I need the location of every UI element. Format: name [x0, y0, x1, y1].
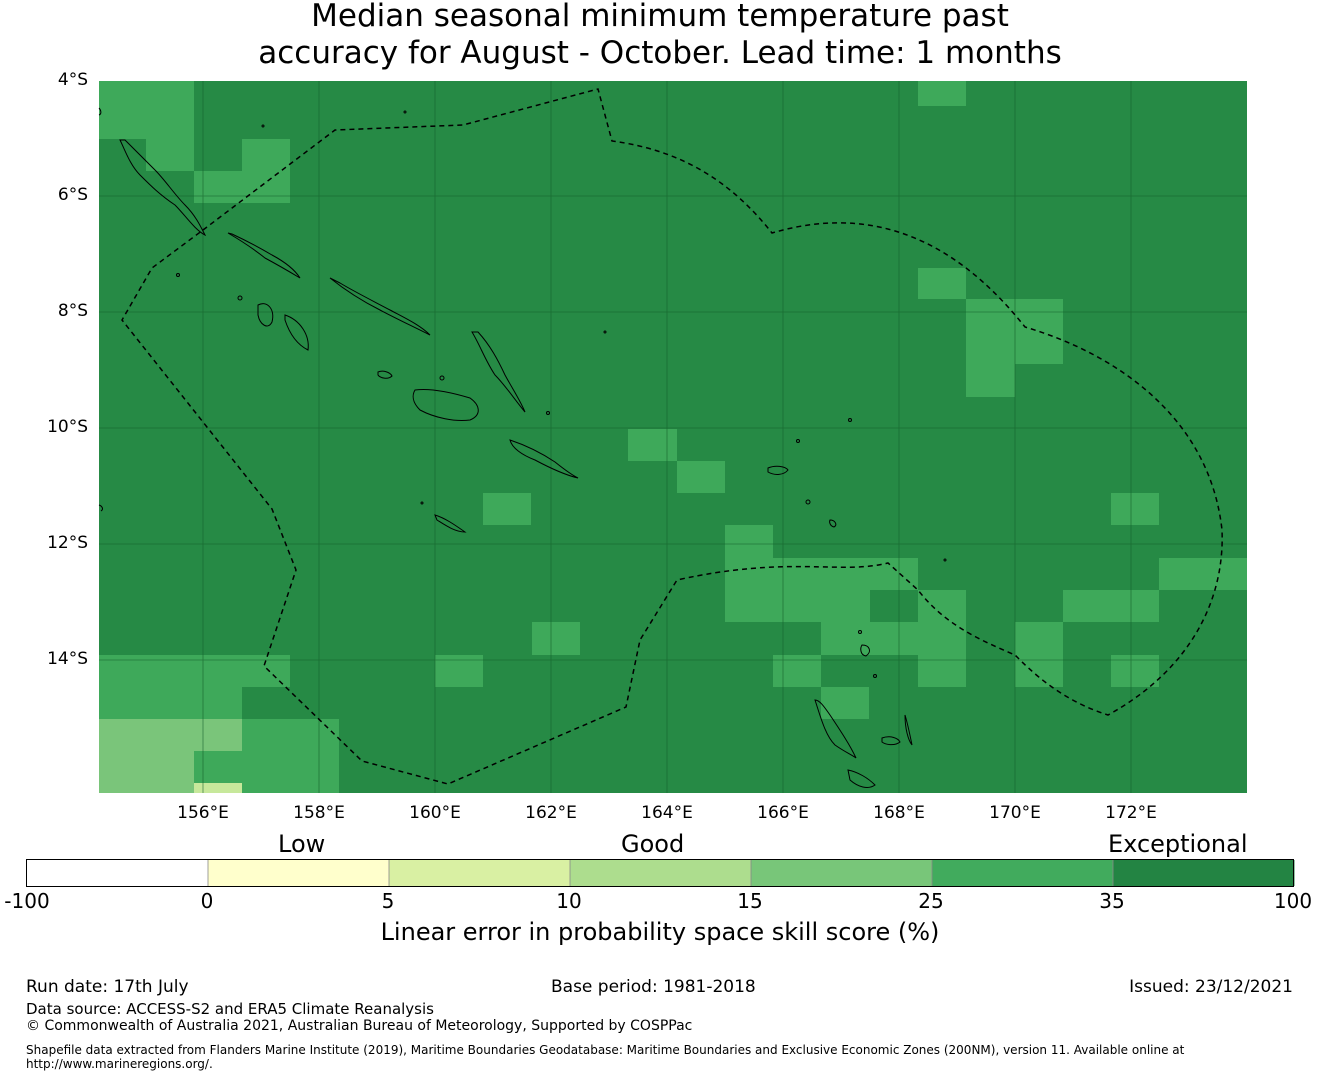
lat-label: 10°S [47, 417, 88, 437]
skill-cell [99, 719, 242, 751]
map-title-line-1: Median seasonal minimum temperature past [311, 0, 1009, 34]
colorbar-swatch [751, 860, 933, 886]
skill-cell [99, 81, 194, 139]
coastlines [98, 107, 947, 788]
colorbar-tick: 0 [200, 889, 214, 913]
skill-cell [725, 558, 918, 590]
skill-cell [99, 687, 242, 719]
skill-score-map [98, 81, 1247, 793]
colorbar-swatch [1113, 860, 1295, 886]
colorbar-swatch [570, 860, 752, 886]
colorbar-tick: -100 [4, 889, 50, 913]
skill-cells [99, 81, 1247, 793]
map-title-line-2: accuracy for August - October. Lead time… [258, 35, 1062, 71]
colorbar-frame [26, 859, 1294, 887]
eez-boundary [121, 88, 1223, 785]
skill-cell [242, 139, 290, 171]
category-label-low: Low [278, 830, 326, 858]
skill-cell [918, 590, 966, 622]
colorbar-tick: 25 [918, 889, 944, 913]
skill-cell [1015, 332, 1063, 364]
colorbar-tick: 5 [381, 889, 395, 913]
base-period: Base period: 1981-2018 [551, 977, 756, 997]
colorbar-label: Linear error in probability space skill … [380, 918, 940, 946]
lon-label: 160°E [409, 803, 461, 823]
skill-cell [194, 171, 290, 203]
skill-cell [628, 429, 677, 461]
colorbar-tick: 100 [1273, 889, 1313, 913]
skill-cell [1111, 493, 1159, 525]
skill-cell [99, 783, 194, 793]
colorbar-tick: 10 [556, 889, 582, 913]
lon-label: 172°E [1105, 803, 1157, 823]
skill-cell [725, 525, 773, 558]
colorbar-swatch [389, 860, 571, 886]
colorbar-swatch [208, 860, 390, 886]
lon-label: 170°E [989, 803, 1041, 823]
colorbar-swatches [27, 860, 1295, 886]
skill-cell [1159, 558, 1247, 590]
skill-cell [146, 139, 194, 171]
skill-cell [918, 81, 966, 106]
shapefile-credit: Shapefile data extracted from Flanders M… [26, 1043, 1185, 1071]
colorbar-swatch [932, 860, 1114, 886]
skill-cell [918, 268, 966, 299]
lat-label: 6°S [57, 185, 88, 205]
lon-label: 168°E [873, 803, 925, 823]
colorbar-swatch [27, 860, 209, 886]
skill-cell [821, 687, 869, 719]
lat-label: 8°S [57, 301, 88, 321]
run-date: Run date: 17th July [26, 977, 189, 997]
category-label-exceptional: Exceptional [1108, 830, 1248, 858]
lon-label: 166°E [757, 803, 809, 823]
lat-label: 4°S [57, 70, 88, 90]
skill-cell [677, 461, 725, 493]
skill-cell [99, 751, 194, 783]
lon-label: 164°E [641, 803, 693, 823]
data-source: Data source: ACCESS-S2 and ERA5 Climate … [26, 1000, 434, 1018]
lat-label: 12°S [47, 533, 88, 553]
colorbar-tick: 15 [737, 889, 763, 913]
skill-cell [821, 622, 966, 655]
colorbar [26, 859, 1295, 887]
skill-cell [1063, 590, 1159, 622]
lon-label: 158°E [293, 803, 345, 823]
lon-label: 156°E [177, 803, 229, 823]
skill-cell [194, 783, 242, 793]
skill-cell [966, 332, 1015, 397]
issued-date: Issued: 23/12/2021 [1129, 977, 1293, 997]
map-gridlines [99, 81, 1247, 793]
lat-label: 14°S [47, 649, 88, 669]
skill-cell [532, 622, 580, 655]
category-label-good: Good [621, 830, 685, 858]
skill-cell [1015, 622, 1063, 655]
skill-cell [725, 590, 870, 622]
lon-label: 162°E [525, 803, 577, 823]
skill-cell [483, 493, 531, 525]
skill-cell [242, 719, 339, 751]
copyright: © Commonwealth of Australia 2021, Austra… [26, 1018, 693, 1034]
skill-cell [966, 299, 1063, 332]
colorbar-tick: 35 [1099, 889, 1125, 913]
